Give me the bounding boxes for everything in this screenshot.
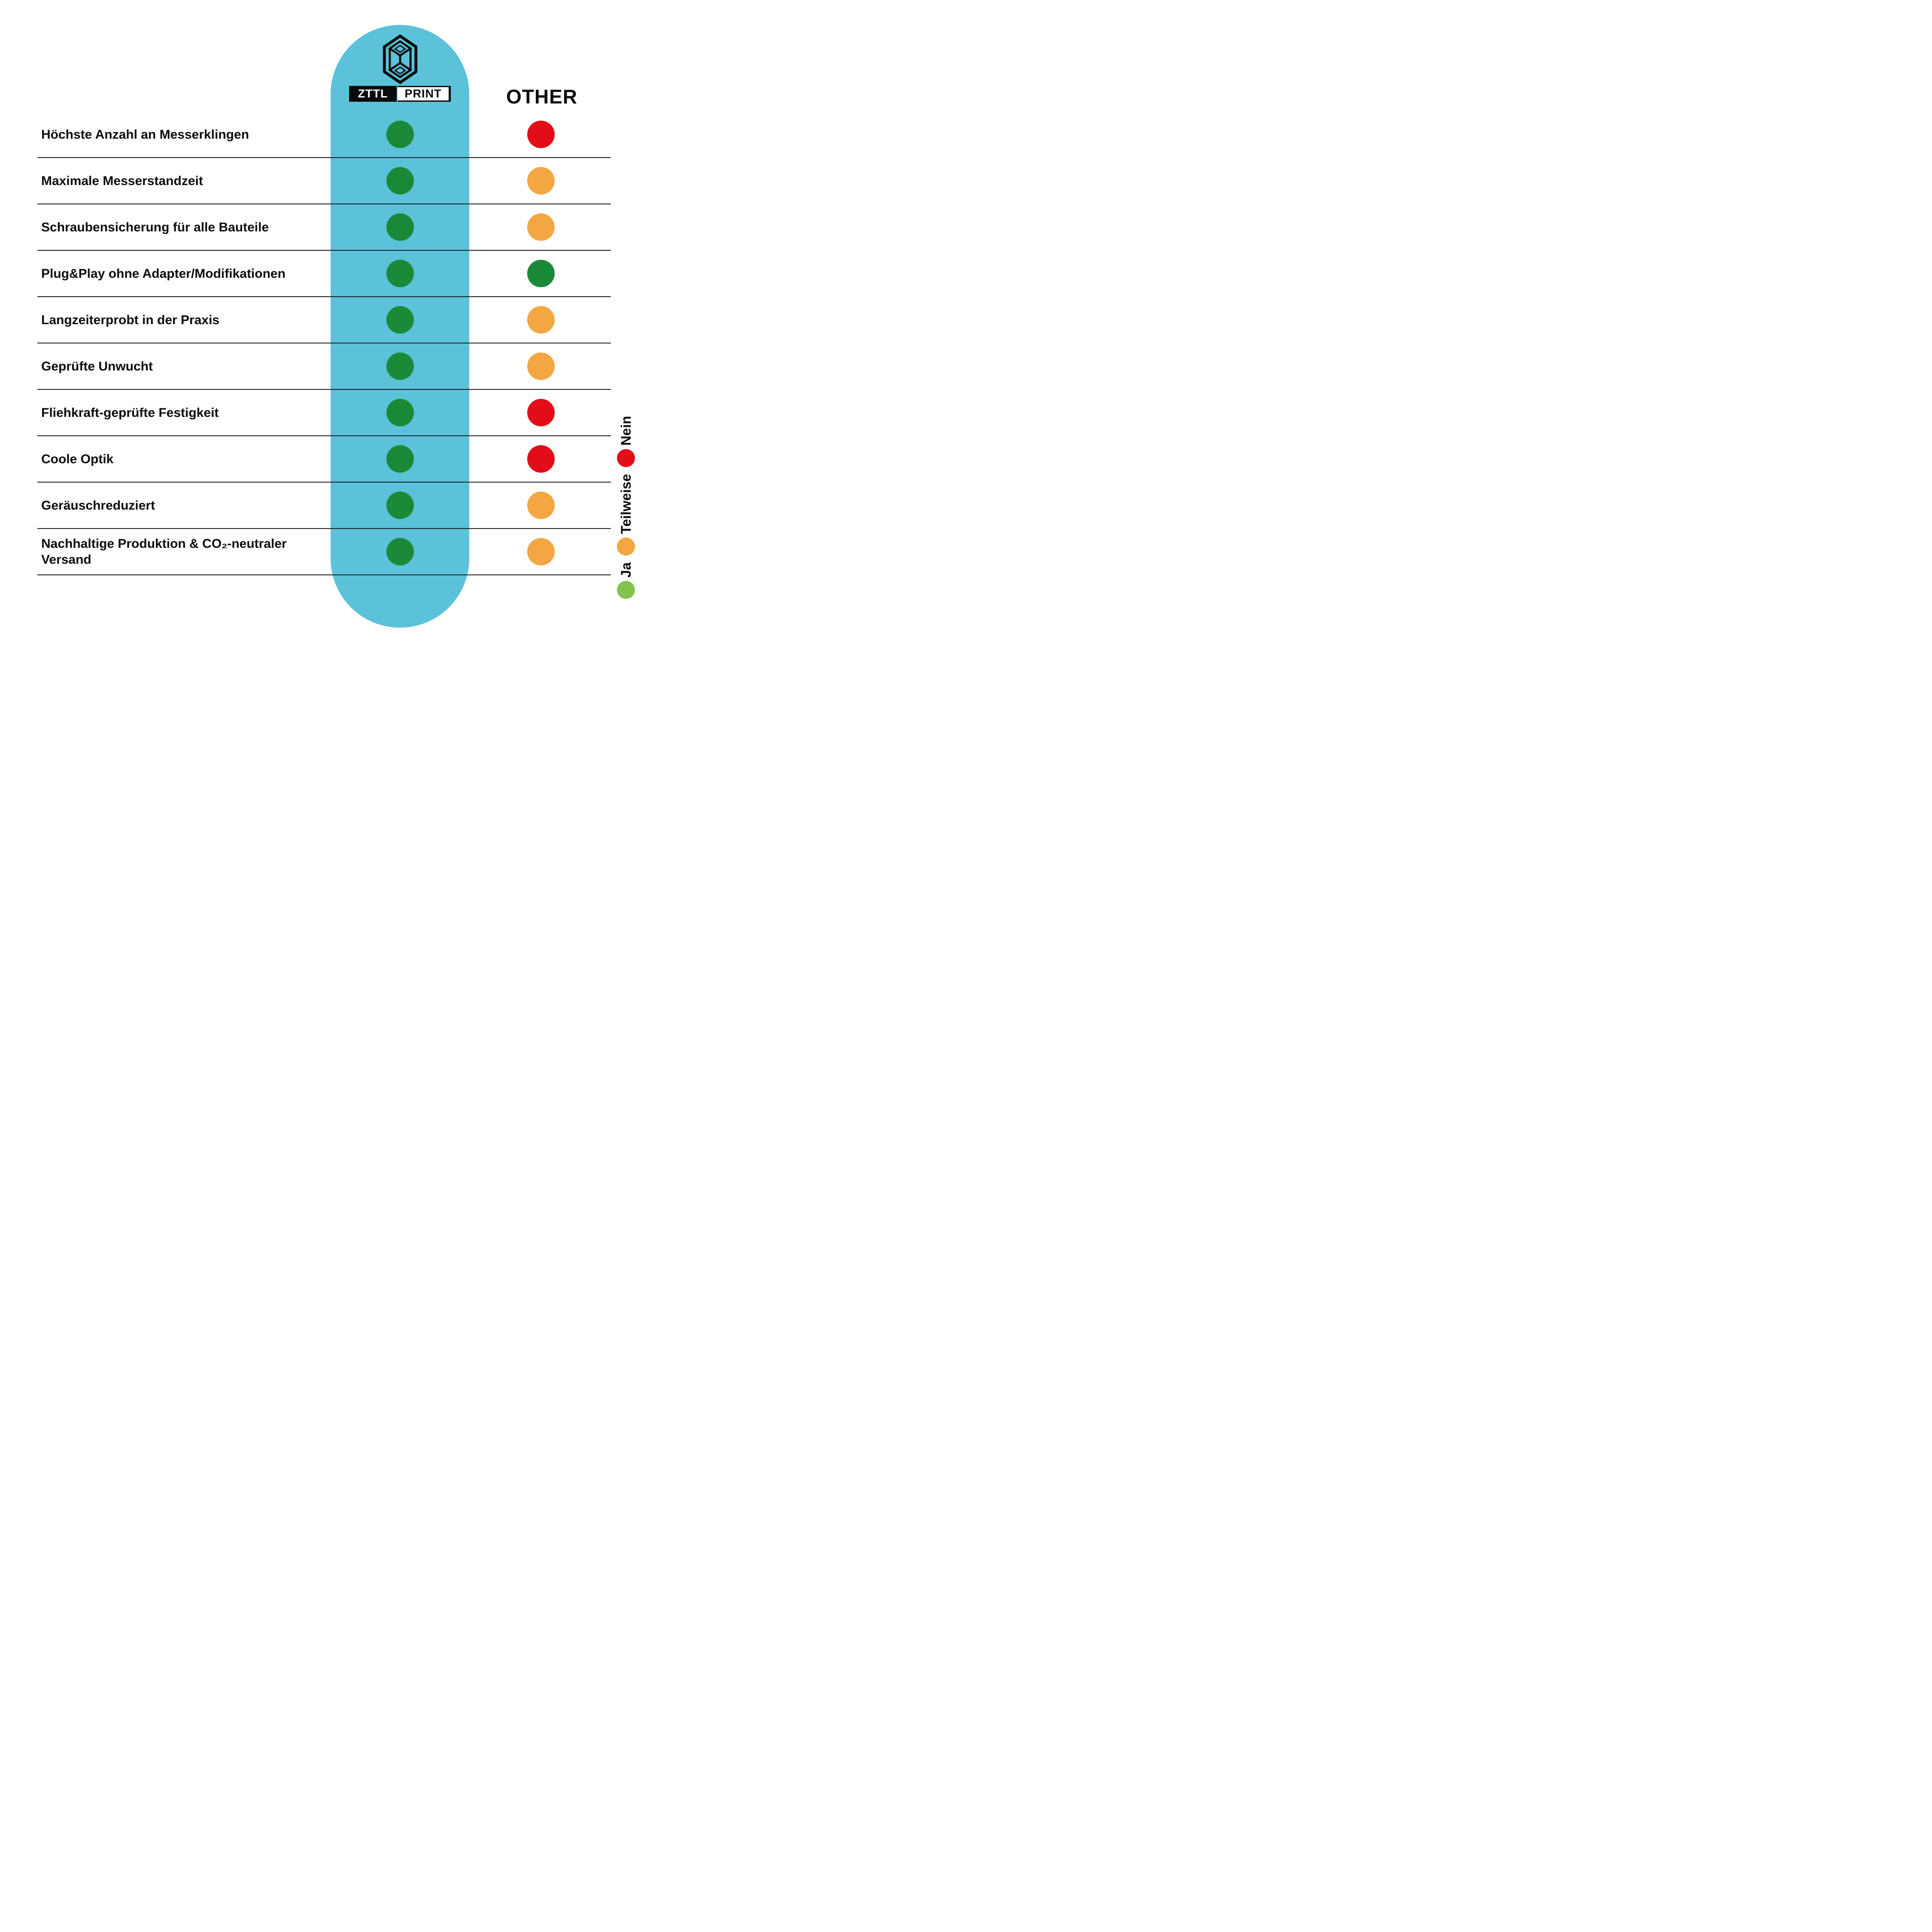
other-status-dot <box>527 399 555 426</box>
impossible-cube-icon <box>383 34 417 84</box>
zttlprint-status-dot <box>386 352 414 380</box>
comparison-table: ZTTL PRINT OTHER Höchste Anzahl an Messe… <box>0 0 644 644</box>
feature-label: Geprüfte Unwucht <box>41 359 153 374</box>
table-row: Geräuschreduziert <box>37 483 611 529</box>
feature-label: Fliehkraft-geprüfte Festigkeit <box>41 405 219 420</box>
table-row: Nachhaltige Produktion & CO₂-neutraler V… <box>37 529 611 575</box>
zttlprint-status-dot <box>386 260 414 287</box>
brand-wordmark-zttl: ZTTL <box>349 86 397 102</box>
table-row: Höchste Anzahl an Messerklingen <box>37 112 611 158</box>
table-row: Langzeiterprobt in der Praxis <box>37 297 611 343</box>
legend-label: Ja <box>618 562 634 578</box>
table-row: Plug&Play ohne Adapter/Modifikationen <box>37 251 611 297</box>
zttlprint-status-dot <box>386 167 414 194</box>
table-row: Geprüfte Unwucht <box>37 343 611 390</box>
other-status-dot <box>527 260 555 287</box>
table-row: Fliehkraft-geprüfte Festigkeit <box>37 390 611 436</box>
legend-dot <box>617 449 635 467</box>
legend-item: Nein <box>617 416 635 467</box>
zttlprint-status-dot <box>386 213 414 241</box>
legend-label: Nein <box>618 416 634 446</box>
legend-item: Ja <box>617 562 635 599</box>
feature-label: Langzeiterprobt in der Praxis <box>41 313 220 327</box>
feature-label: Coole Optik <box>41 452 114 466</box>
feature-label: Geräuschreduziert <box>41 498 155 513</box>
brand-wordmark-print: PRINT <box>398 86 451 102</box>
other-status-dot <box>527 306 555 334</box>
legend: Ja Teilweise Nein <box>616 400 636 615</box>
other-status-dot <box>527 352 555 380</box>
legend-label: Teilweise <box>618 474 634 534</box>
feature-label: Höchste Anzahl an Messerklingen <box>41 127 249 142</box>
legend-dot <box>617 581 635 599</box>
competitor-column-header: OTHER <box>506 85 577 108</box>
other-status-dot <box>527 167 555 194</box>
zttlprint-status-dot <box>386 121 414 148</box>
feature-label: Maximale Messerstandzeit <box>41 173 203 188</box>
zttlprint-status-dot <box>386 445 414 473</box>
feature-label: Plug&Play ohne Adapter/Modifikationen <box>41 266 286 281</box>
brand-logo: ZTTL PRINT <box>331 34 469 102</box>
feature-rows: Höchste Anzahl an Messerklingen Maximale… <box>37 112 611 575</box>
other-status-dot <box>527 445 555 473</box>
brand-wordmark: ZTTL PRINT <box>349 86 451 102</box>
other-status-dot <box>527 213 555 241</box>
other-status-dot <box>527 538 555 565</box>
legend-item: Teilweise <box>617 474 635 556</box>
zttlprint-status-dot <box>386 306 414 334</box>
table-row: Maximale Messerstandzeit <box>37 158 611 204</box>
other-status-dot <box>527 121 555 148</box>
table-row: Schraubensicherung für alle Bauteile <box>37 204 611 251</box>
zttlprint-status-dot <box>386 538 414 565</box>
zttlprint-status-dot <box>386 399 414 426</box>
legend-dot <box>617 537 635 556</box>
feature-label: Schraubensicherung für alle Bauteile <box>41 220 269 234</box>
other-status-dot <box>527 492 555 519</box>
zttlprint-status-dot <box>386 492 414 519</box>
table-row: Coole Optik <box>37 436 611 483</box>
feature-label: Nachhaltige Produktion & CO₂-neutraler V… <box>41 537 287 567</box>
